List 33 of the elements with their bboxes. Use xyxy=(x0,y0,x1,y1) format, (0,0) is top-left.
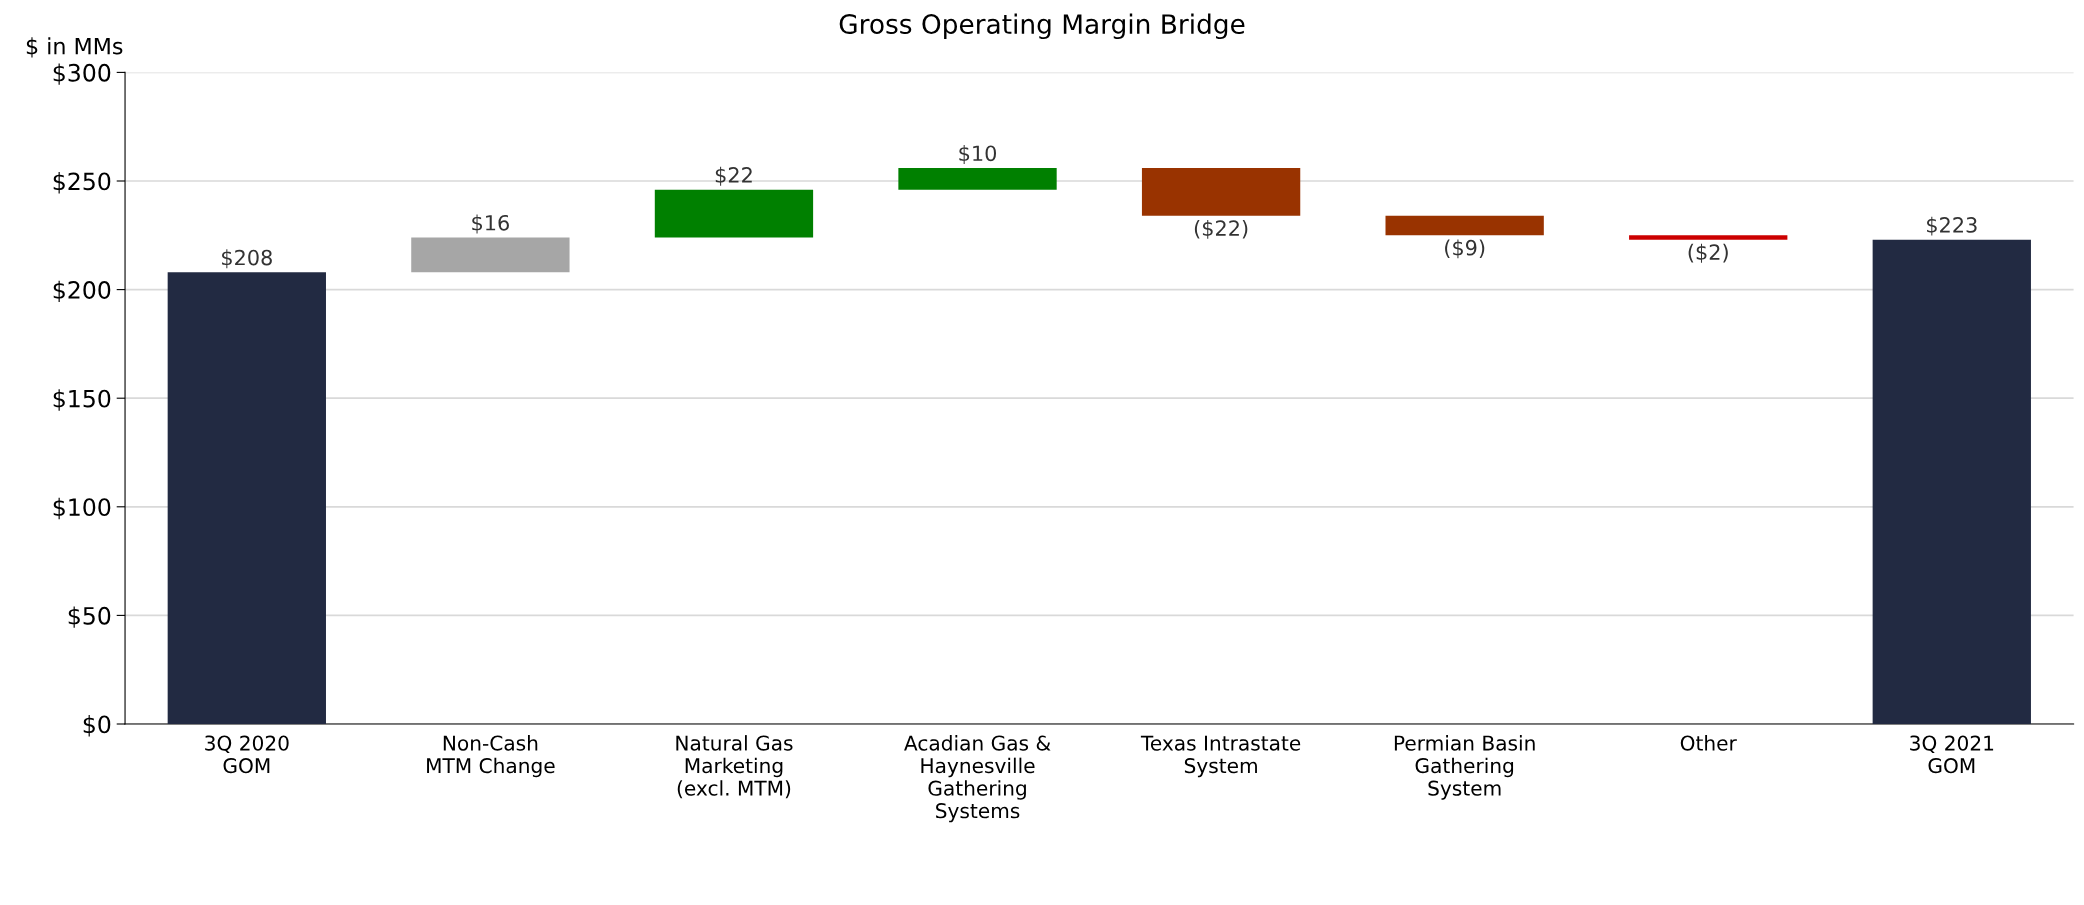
y-axis-title: $ in MMs xyxy=(26,37,123,58)
data-label: $10 xyxy=(959,145,997,164)
x-tick-label: Acadian Gas & Haynesville Gathering Systems xyxy=(904,735,1051,823)
data-label: $16 xyxy=(472,214,509,234)
x-tick-label: Other xyxy=(1680,735,1737,751)
y-tick-label: $250 xyxy=(53,172,111,194)
bar xyxy=(1141,167,1301,216)
x-tick-label: Permian Basin Gathering System xyxy=(1394,735,1535,800)
x-tick-label: 3Q 2021 GOM xyxy=(1910,735,1994,774)
x-tick-label: Texas Intrastate System xyxy=(1140,735,1301,778)
bar xyxy=(411,237,570,273)
y-tick-label: $0 xyxy=(83,715,111,737)
y-tick-label: $200 xyxy=(53,280,111,303)
data-label: $208 xyxy=(222,249,272,269)
y-tick-label: $300 xyxy=(53,63,111,85)
bar xyxy=(1872,239,2031,724)
chart-title: Gross Operating Margin Bridge xyxy=(839,13,1245,40)
bar xyxy=(1629,235,1788,240)
y-tick-label: $50 xyxy=(68,606,111,628)
bar xyxy=(1385,215,1544,236)
x-tick-label: Natural Gas Marketing (excl. MTM) xyxy=(676,735,793,799)
data-label: ($9) xyxy=(1445,239,1485,259)
data-label: ($2) xyxy=(1688,243,1728,263)
y-tick-label: $150 xyxy=(53,389,111,411)
data-label: $22 xyxy=(715,166,752,186)
bar xyxy=(898,167,1057,190)
y-tick-label: $100 xyxy=(53,497,111,520)
bar xyxy=(167,272,326,724)
bar xyxy=(654,189,814,238)
x-tick-label: Non-Cash MTM Change xyxy=(427,735,555,778)
data-label: ($22) xyxy=(1194,219,1248,239)
x-tick-label: 3Q 2020 GOM xyxy=(205,735,289,774)
data-label: $223 xyxy=(1927,216,1977,236)
